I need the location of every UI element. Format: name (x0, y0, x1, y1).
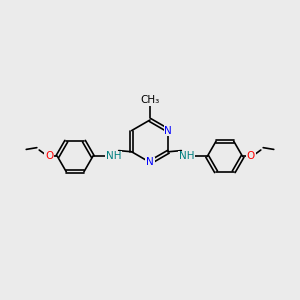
Text: O: O (247, 152, 255, 161)
Text: CH₃: CH₃ (140, 95, 160, 105)
Text: N: N (164, 126, 172, 136)
Text: NH: NH (106, 152, 121, 161)
Text: N: N (146, 158, 154, 167)
Text: NH: NH (179, 152, 194, 161)
Text: O: O (45, 152, 53, 161)
